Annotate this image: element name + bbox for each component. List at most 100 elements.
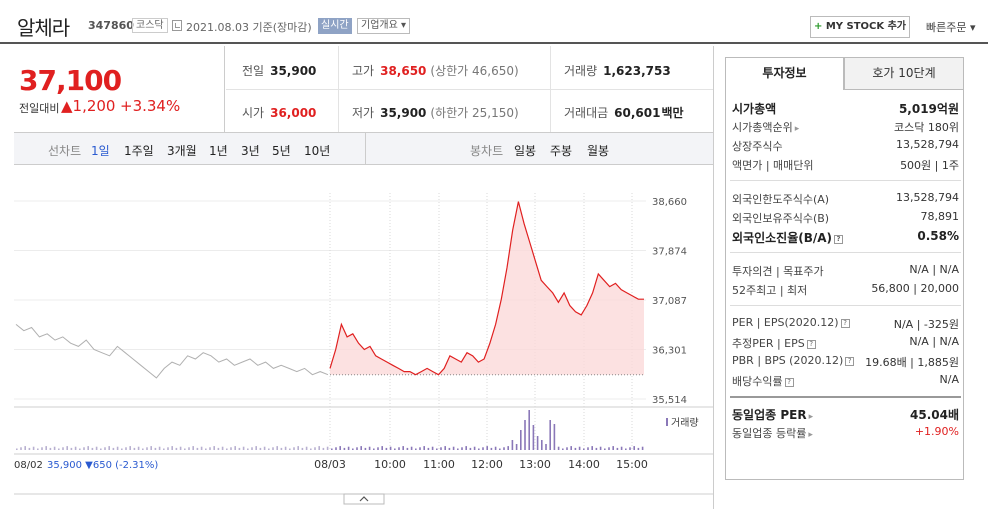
row-key: 외국인보유주식수(B): [732, 212, 830, 225]
volume-bar: [511, 440, 514, 450]
volume-bar: [179, 446, 182, 450]
row-key: PER | EPS(2020.12)?: [732, 316, 850, 329]
volume-bar: [24, 446, 26, 450]
row-foreign-ratio: 외국인소진율(B/A)? 0.58%: [732, 229, 959, 245]
volume-bar: [74, 446, 77, 450]
volume-bar: [213, 446, 215, 450]
price-chart[interactable]: 38,660 37,874 37,087 36,301 35,514 거래량 08/02 35…: [14, 165, 714, 509]
period-1y[interactable]: 1년: [209, 144, 228, 158]
volume-bar: [377, 447, 379, 450]
today-area: [330, 201, 644, 375]
investment-info-panel: 투자정보 호가 10단계 시가총액 5,019억원 시가총액순위 ▸ 코스닥 180위…: [713, 46, 988, 509]
volume-bar: [284, 446, 287, 450]
help-icon[interactable]: ?: [840, 319, 850, 328]
volume-bar: [507, 446, 509, 450]
chart-collapse-button: [343, 493, 385, 505]
volume-bar: [121, 448, 123, 450]
volume-bar: [633, 446, 635, 450]
candle-weekly[interactable]: 주봉: [550, 144, 573, 158]
row-key-text: 동일업종 PER: [732, 408, 807, 422]
volume-bar: [478, 448, 480, 450]
period-1d[interactable]: 1일: [91, 144, 110, 158]
volume-bar: [591, 446, 593, 450]
realtime-button[interactable]: 실시간: [318, 18, 352, 34]
row-value: 19.68배 | 1,885원: [865, 356, 959, 369]
volume-bar: [91, 447, 94, 450]
quick-order-dropdown[interactable]: 빠른주문 ▾: [926, 21, 976, 34]
help-icon[interactable]: ?: [806, 340, 816, 349]
candle-daily[interactable]: 일봉: [514, 144, 537, 158]
stat-label: 저가: [352, 106, 375, 120]
volume-bar: [163, 448, 165, 450]
row-key-text: 시가총액순위: [732, 121, 793, 134]
stat-value: 35,900: [270, 64, 317, 78]
volume-bar: [335, 447, 337, 450]
volume-bar: [440, 447, 442, 450]
add-mystock-button[interactable]: + MY STOCK 추가: [810, 16, 910, 38]
period-5y[interactable]: 5년: [272, 144, 291, 158]
volume-bar: [16, 448, 18, 450]
row-foreign-limit: 외국인한도주식수(A) 13,528,794: [732, 191, 959, 207]
row-key: 외국인한도주식수(A): [732, 193, 830, 206]
current-price: 37,100: [19, 64, 122, 97]
period-1w[interactable]: 1주일: [124, 144, 154, 158]
volume-bar: [95, 446, 98, 450]
row-value: 5,019억원: [898, 102, 959, 116]
change-rate: +3.34%: [120, 97, 181, 115]
period-3y[interactable]: 3년: [241, 144, 260, 158]
volume-bar: [419, 447, 421, 450]
period-10y[interactable]: 10년: [304, 144, 331, 158]
volume-bar: [562, 448, 564, 450]
price-stats: 전일 35,900 고가 38,650 (상한가 46,650) 거래량 1,623,7…: [226, 46, 713, 132]
volume-bar: [499, 448, 501, 450]
volume-bar: [452, 446, 455, 450]
volume-bar: [368, 446, 371, 450]
volume-bar: [394, 448, 396, 450]
tab-investment-info[interactable]: 투자정보: [725, 57, 844, 90]
company-overview-dropdown[interactable]: 기업개요 ▾: [357, 18, 410, 34]
row-key-text: 추정PER | EPS: [732, 337, 805, 350]
line-chart-label: 선차트: [48, 144, 82, 158]
row-sector-per[interactable]: 동일업종 PER ▸ 45.04배: [732, 406, 959, 422]
upper-limit: (상한가 46,650): [430, 64, 519, 78]
volume-bar: [268, 448, 270, 450]
row-key: 동일업종 등락률 ▸: [732, 425, 813, 441]
row-foreign-holding: 외국인보유주식수(B) 78,891: [732, 210, 959, 226]
volume-bar: [570, 446, 572, 450]
volume-bar: [272, 447, 274, 450]
divider: [365, 133, 366, 164]
x-tick-label: 14:00: [568, 458, 600, 471]
x-tick-label: 12:00: [471, 458, 503, 471]
volume-bar: [339, 446, 341, 450]
period-3m[interactable]: 3개월: [167, 144, 197, 158]
volume-bar: [637, 447, 640, 450]
volume-bar: [259, 447, 262, 450]
candle-monthly[interactable]: 월봉: [587, 144, 610, 158]
stock-header: 알체라 347860 코스닥 2021.08.03 기준(장마감) 실시간 기업…: [0, 0, 988, 44]
row-sector-rate[interactable]: 동일업종 등락률 ▸ +1.90%: [732, 425, 959, 441]
volume-bar: [234, 446, 236, 450]
divider: [730, 180, 961, 181]
volume-bar: [406, 447, 409, 450]
row-value: 500원 | 1주: [900, 159, 959, 172]
help-icon[interactable]: ?: [834, 235, 844, 244]
row-key: 투자의견 | 목표주가: [732, 265, 824, 278]
row-key: 시가총액: [732, 102, 777, 116]
help-icon[interactable]: ?: [784, 378, 794, 387]
today-series: [329, 201, 644, 376]
stat-label: 고가: [352, 64, 375, 78]
tab-orderbook[interactable]: 호가 10단계: [844, 57, 964, 90]
x-tick-label: 11:00: [423, 458, 455, 471]
help-icon[interactable]: ?: [845, 357, 855, 366]
volume-bar: [175, 447, 178, 450]
clock-icon: [172, 20, 182, 31]
volume-bar: [641, 446, 644, 450]
prev-day-info-label: 35,900 ▼650 (-2.31%): [47, 460, 158, 471]
divider: [226, 89, 713, 90]
volume-bar: [553, 424, 556, 450]
volume-bar: [83, 447, 85, 450]
volume-bar: [587, 447, 589, 450]
row-market-cap-rank[interactable]: 시가총액순위 ▸ 코스닥 180위: [732, 119, 959, 135]
row-key-text: 배당수익률: [732, 375, 783, 388]
volume-bar: [528, 410, 530, 450]
